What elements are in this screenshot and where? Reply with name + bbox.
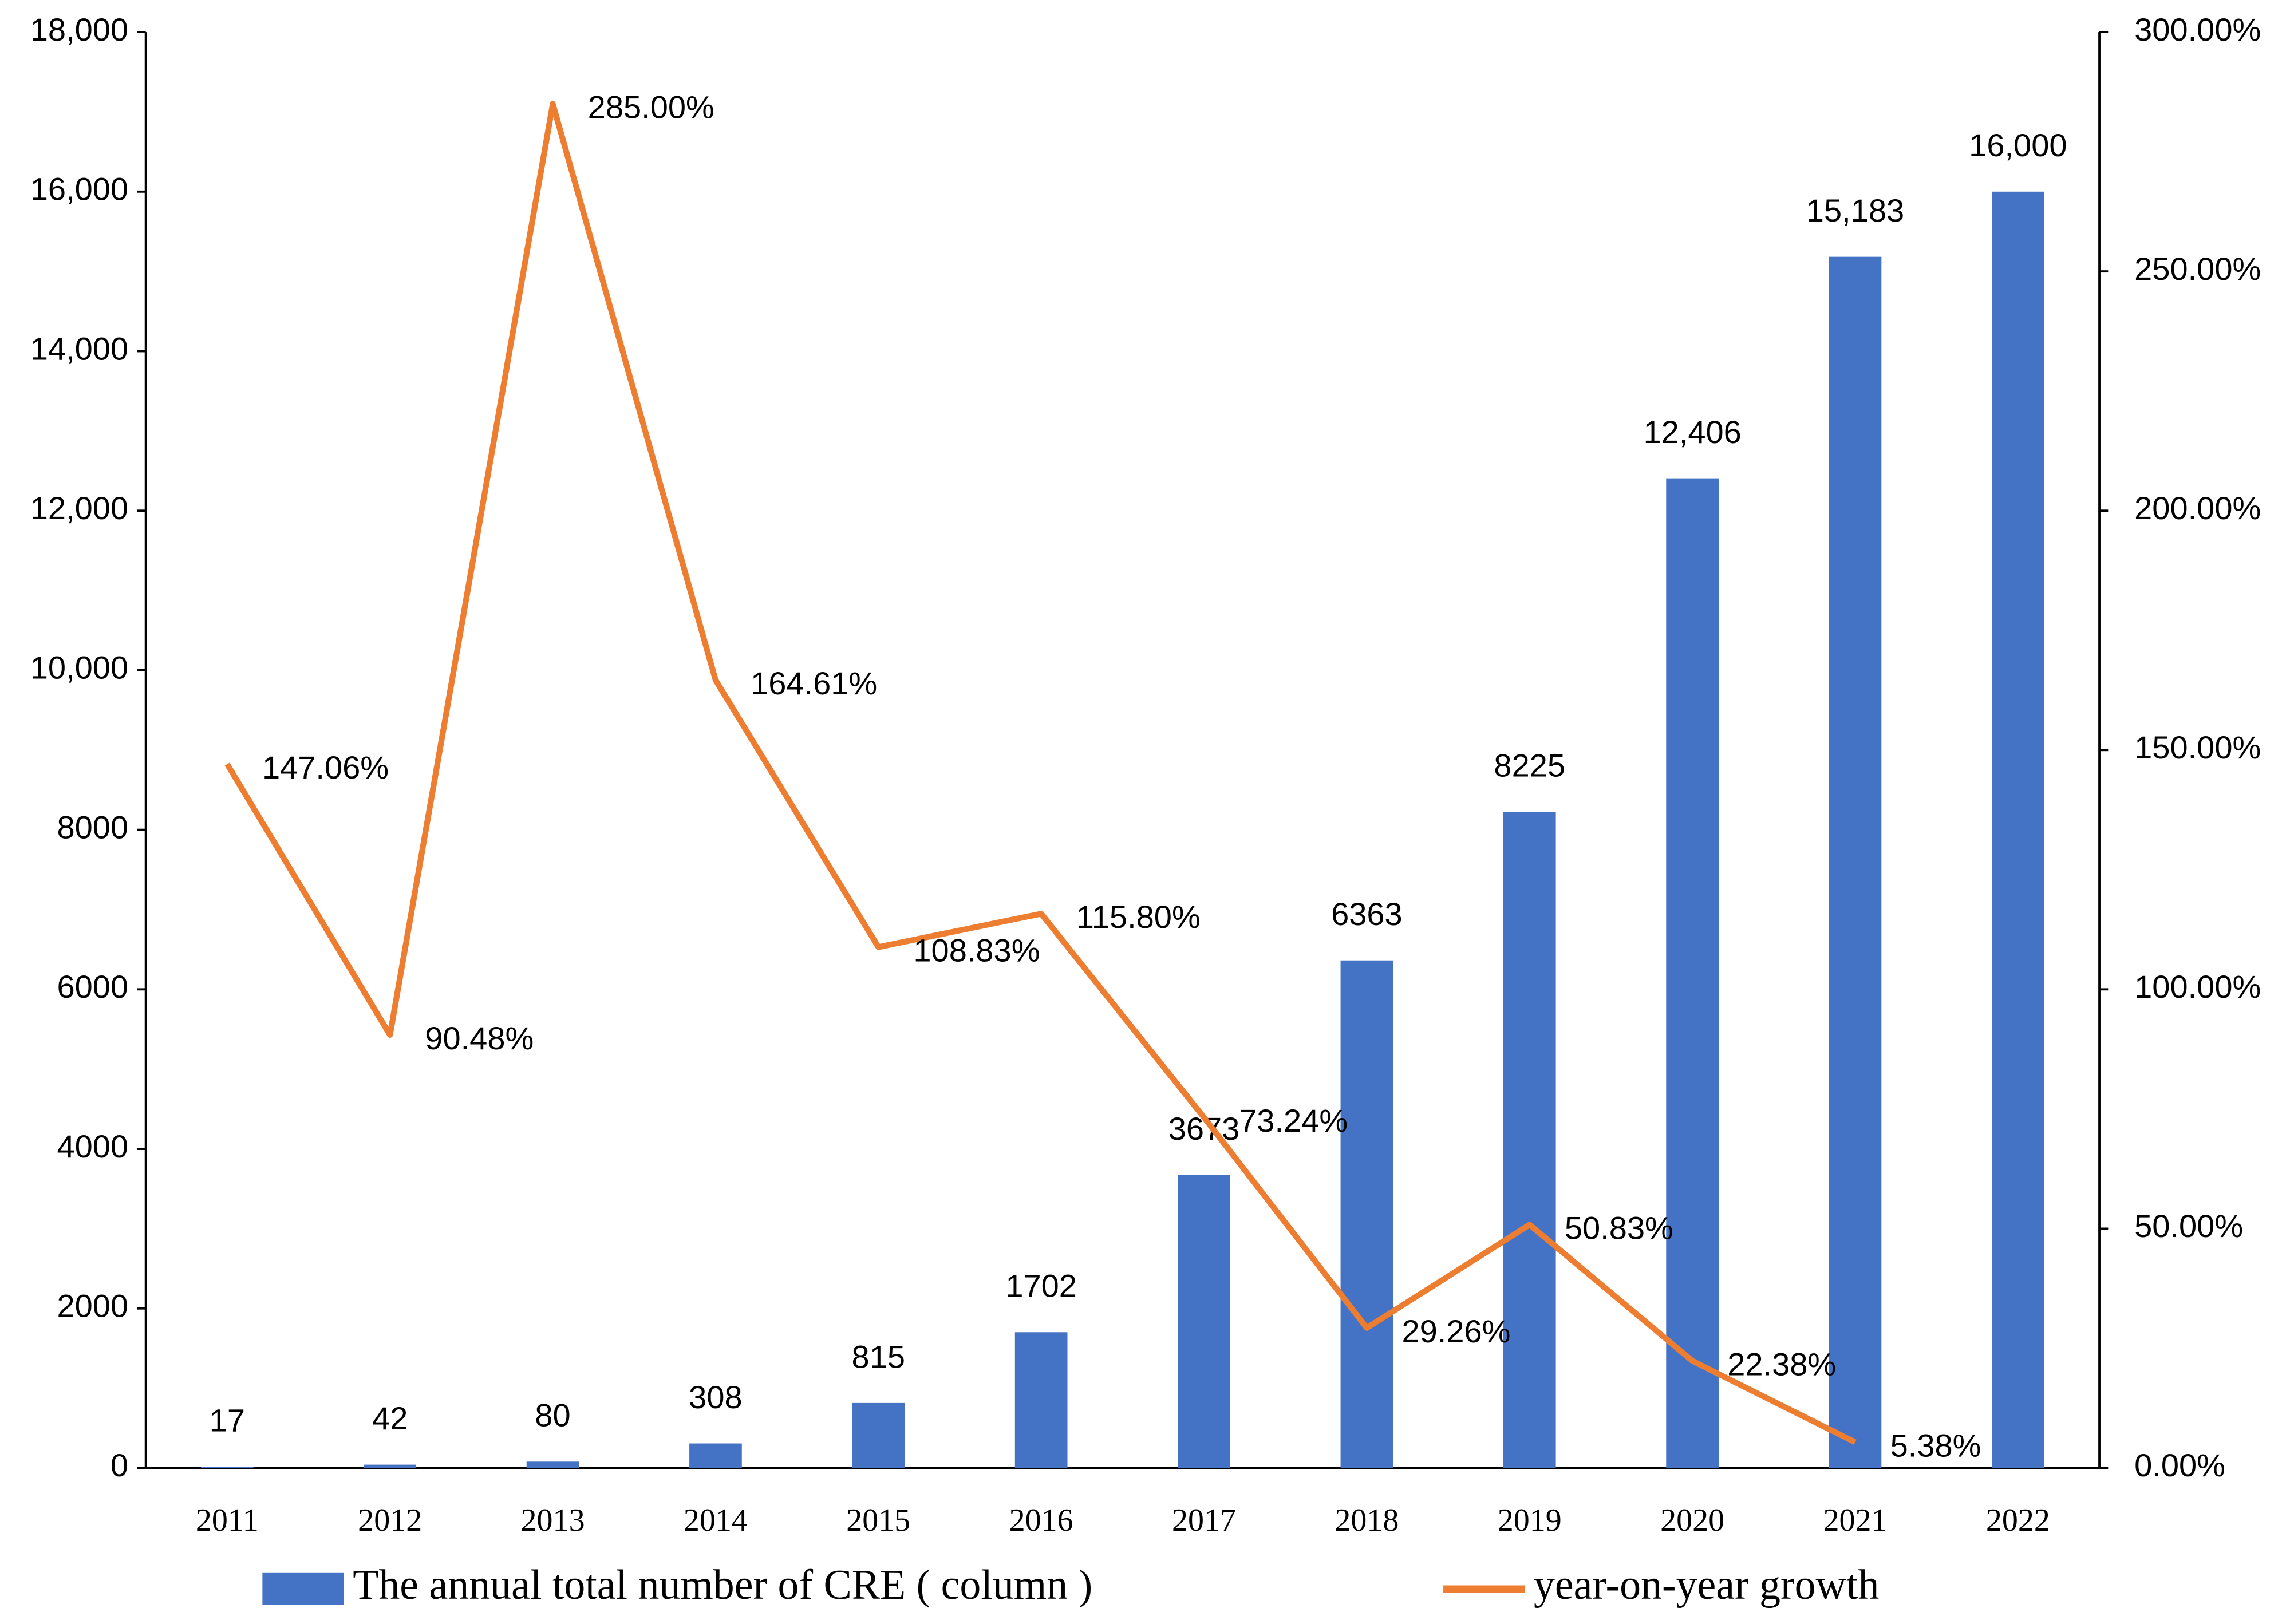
- line-value-label: 22.38%: [1727, 1346, 1836, 1382]
- bar-value-label: 1702: [1005, 1268, 1077, 1304]
- bar-value-label: 308: [689, 1379, 742, 1415]
- line-value-label: 29.26%: [1402, 1313, 1511, 1349]
- bar-value-label: 42: [372, 1400, 408, 1436]
- line-value-label: 108.83%: [913, 932, 1040, 968]
- y-tick-label: 14,000: [30, 330, 128, 366]
- bar: [852, 1402, 905, 1468]
- x-tick-label: 2018: [1335, 1503, 1399, 1538]
- x-tick-label: 2016: [1009, 1503, 1073, 1538]
- bar: [364, 1464, 417, 1468]
- bar-value-label: 8225: [1494, 748, 1565, 784]
- x-tick-label: 2021: [1823, 1503, 1887, 1538]
- line-value-label: 115.80%: [1076, 899, 1201, 935]
- line-value-label: 90.48%: [425, 1020, 534, 1056]
- y-tick-label: 4000: [57, 1128, 128, 1164]
- y-tick-label: 12,000: [30, 490, 128, 526]
- legend-label: year-on-year growth: [1534, 1561, 1879, 1608]
- bar-value-label: 6363: [1331, 896, 1403, 932]
- bar-value-label: 815: [852, 1338, 905, 1374]
- bar-value-label: 15,183: [1806, 192, 1904, 228]
- bar: [689, 1443, 742, 1468]
- y-tick-label: 16,000: [30, 171, 128, 207]
- line-value-label: 73.24%: [1239, 1103, 1348, 1139]
- line-value-label: 5.38%: [1890, 1427, 1981, 1463]
- y2-tick-label: 100.00%: [2134, 969, 2261, 1005]
- y2-tick-label: 0.00%: [2134, 1447, 2225, 1483]
- bar-value-label: 16,000: [1969, 127, 2067, 163]
- bar: [1992, 191, 2044, 1468]
- y-tick-label: 0: [110, 1447, 128, 1483]
- bar: [1829, 256, 1882, 1468]
- y-tick-label: 2000: [57, 1288, 128, 1324]
- legend-label: The annual total number of CRE ( column …: [353, 1561, 1092, 1608]
- y-tick-label: 18,000: [30, 11, 128, 48]
- y2-tick-label: 200.00%: [2134, 490, 2261, 526]
- x-tick-label: 2013: [521, 1503, 585, 1538]
- bar-value-label: 12,406: [1643, 414, 1741, 450]
- bar-value-label: 17: [210, 1402, 245, 1438]
- y-tick-label: 6000: [57, 969, 128, 1005]
- bar: [1014, 1332, 1068, 1468]
- y2-tick-label: 300.00%: [2134, 11, 2261, 48]
- y2-tick-label: 50.00%: [2134, 1208, 2243, 1244]
- line: [224, 101, 1857, 1445]
- line-value-label: 50.83%: [1565, 1210, 1673, 1246]
- x-tick-label: 2011: [196, 1503, 259, 1538]
- x-tick-label: 2019: [1498, 1503, 1562, 1538]
- line-value-label: 164.61%: [751, 665, 877, 701]
- x-tick-label: 2022: [1986, 1503, 2050, 1538]
- y-tick-label: 10,000: [30, 650, 128, 686]
- x-tick-label: 2012: [358, 1503, 422, 1538]
- x-tick-label: 2015: [846, 1503, 910, 1538]
- bar: [1666, 478, 1719, 1468]
- legend-swatch: [262, 1572, 344, 1605]
- x-tick-label: 2014: [684, 1503, 748, 1538]
- bar: [1178, 1175, 1230, 1468]
- x-tick-label: 2020: [1660, 1503, 1724, 1538]
- y-tick-label: 8000: [57, 809, 128, 845]
- bar: [1503, 812, 1556, 1468]
- line-value-label: 147.06%: [262, 749, 389, 785]
- y2-tick-label: 250.00%: [2134, 251, 2261, 287]
- bar-value-label: 80: [535, 1397, 570, 1433]
- bar: [1340, 960, 1393, 1468]
- x-tick-label: 2017: [1172, 1503, 1236, 1538]
- line-value-label: 285.00%: [588, 89, 714, 125]
- bar: [526, 1461, 579, 1468]
- y2-tick-label: 150.00%: [2134, 729, 2261, 765]
- bar: [201, 1467, 254, 1468]
